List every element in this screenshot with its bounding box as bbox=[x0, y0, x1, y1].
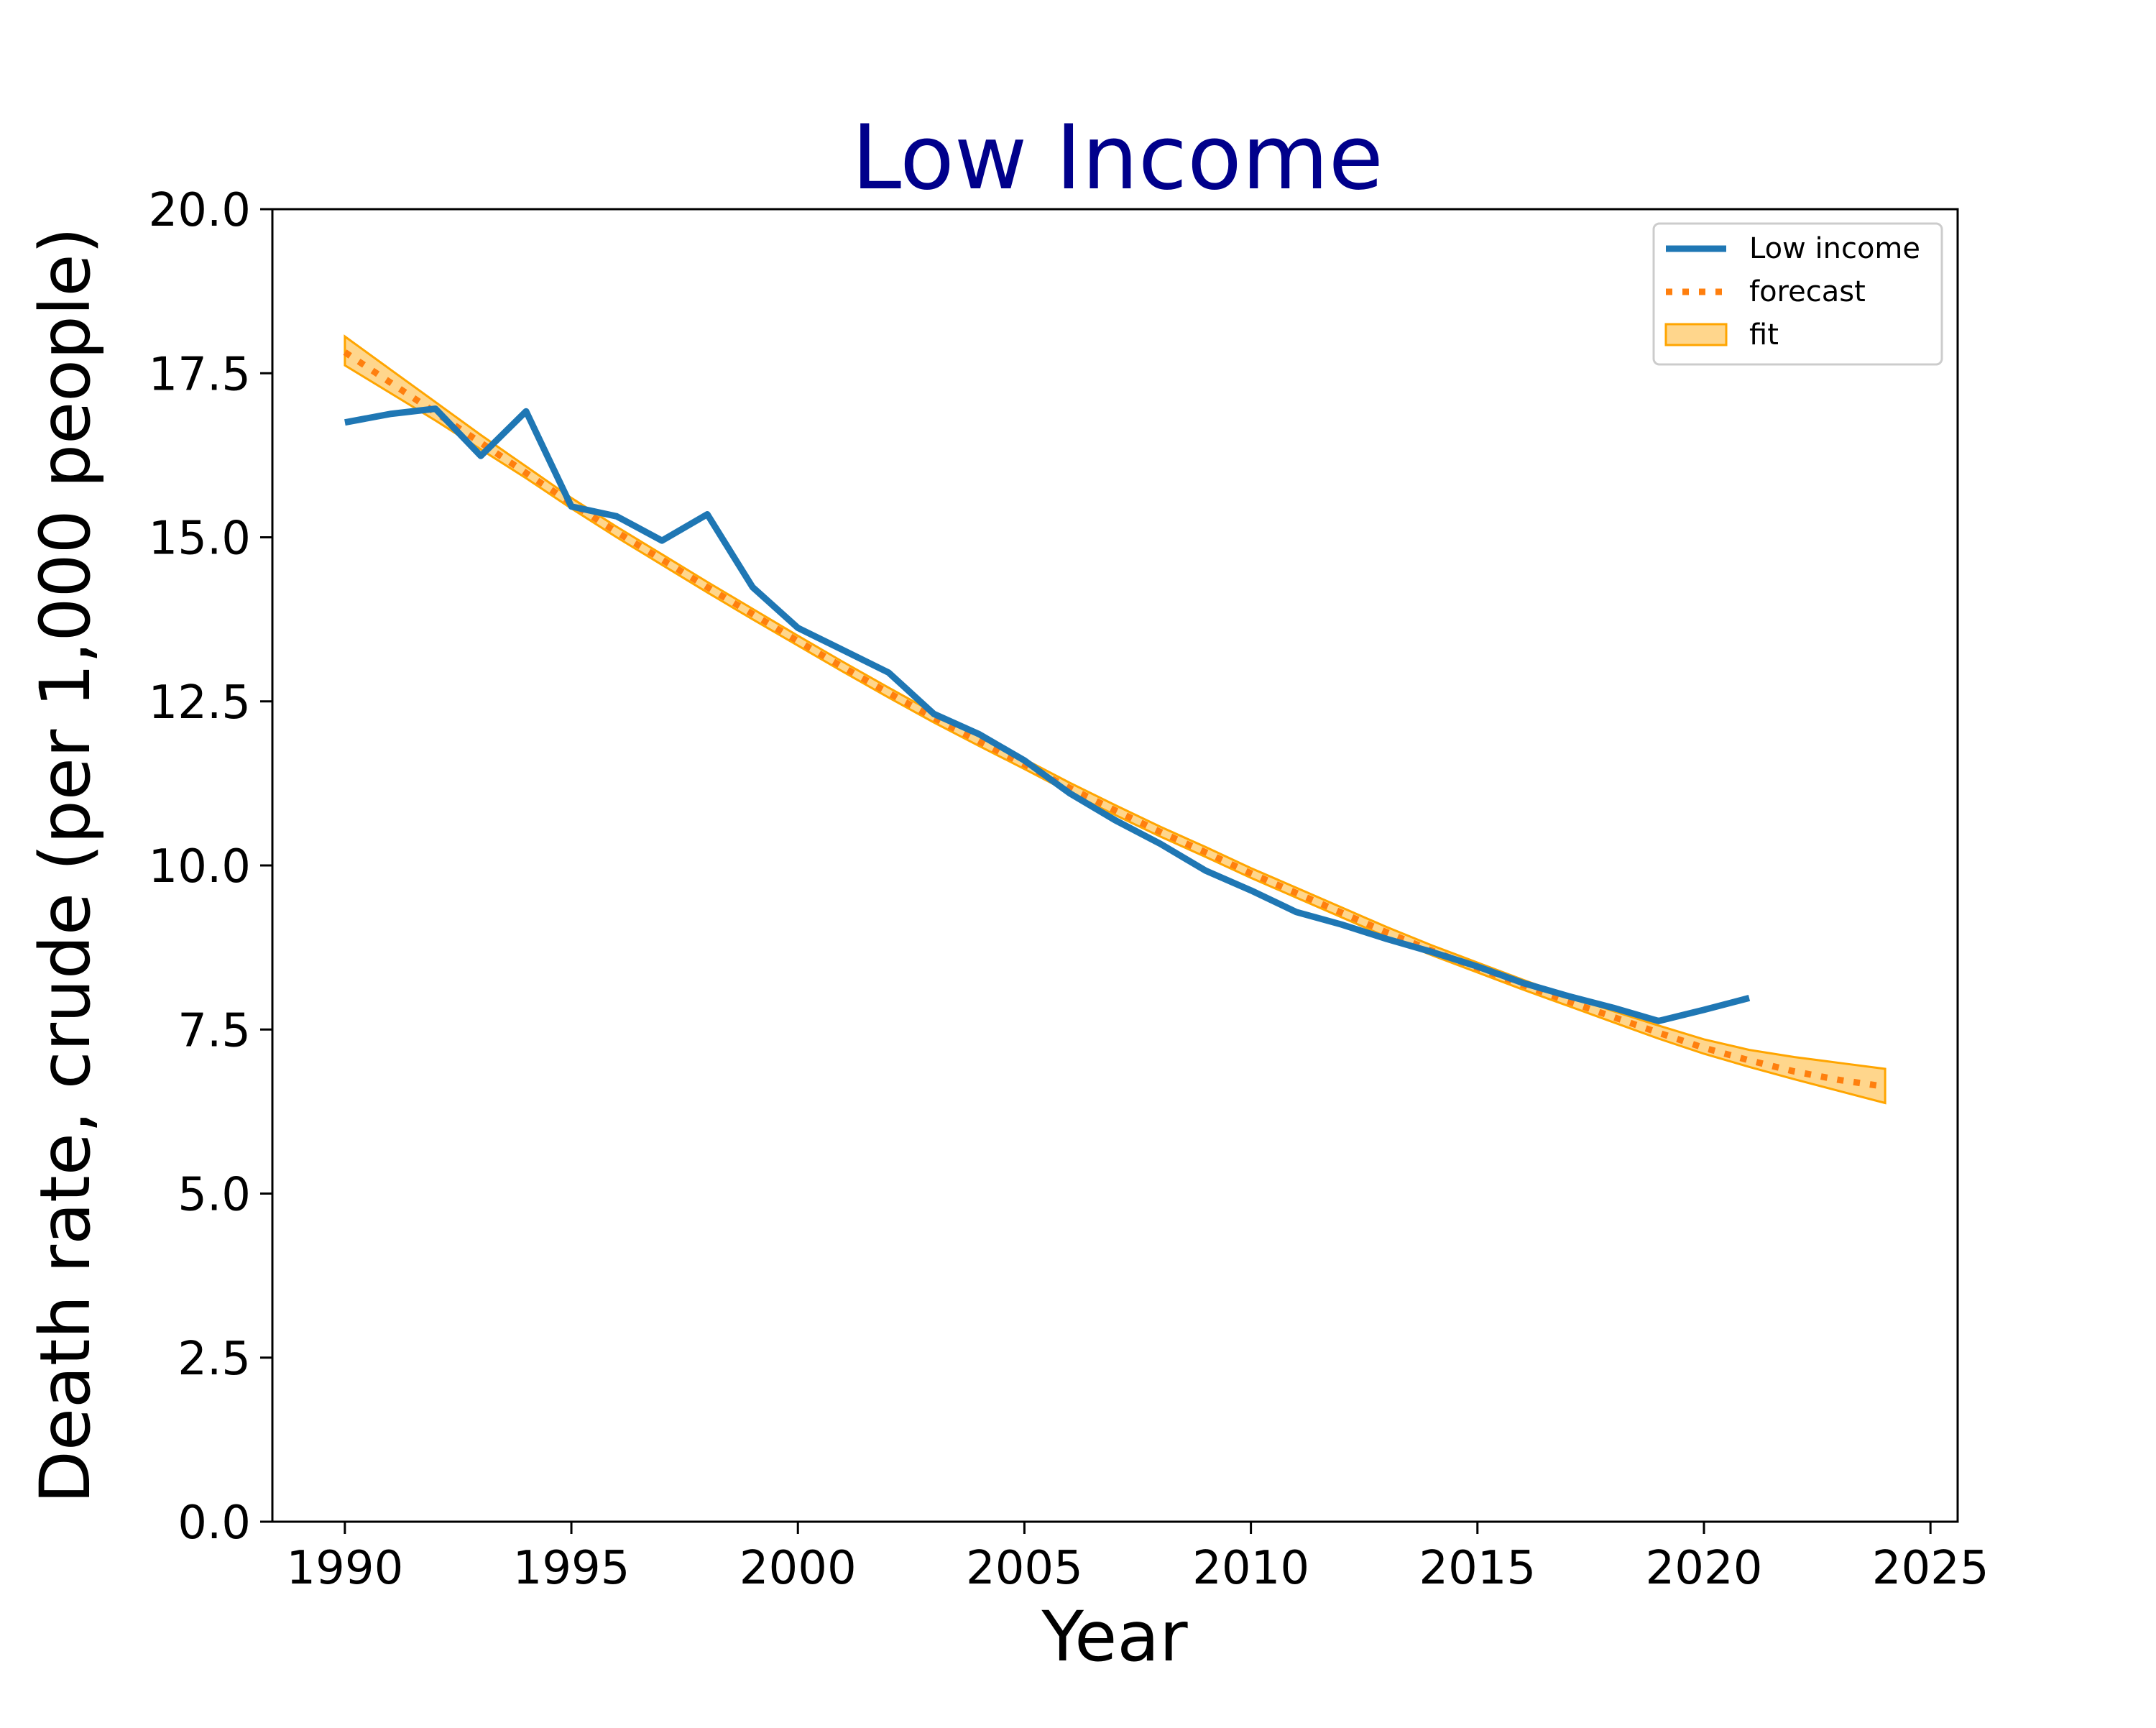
y-tick-label: 5.0 bbox=[178, 1169, 251, 1222]
legend: Low income forecast fit bbox=[1652, 222, 1943, 366]
chart-title: Low Income bbox=[852, 106, 1383, 210]
legend-label-fit: fit bbox=[1749, 318, 1779, 351]
x-tick-label: 2025 bbox=[1872, 1542, 1989, 1595]
x-tick-label: 2020 bbox=[1646, 1542, 1763, 1595]
x-tick-label: 1990 bbox=[286, 1542, 403, 1595]
y-axis: 0.0 2.5 5.0 7.5 10.0 12.5 15.0 17.5 20.0 bbox=[149, 184, 272, 1550]
legend-swatch-fit bbox=[1664, 323, 1728, 346]
fit-band-layer bbox=[344, 334, 1886, 1105]
x-axis: 1990 1995 2000 2005 2010 2015 2020 2025 bbox=[286, 1522, 1989, 1595]
x-tick-label: 2015 bbox=[1419, 1542, 1536, 1595]
y-tick-label: 7.5 bbox=[178, 1004, 251, 1057]
y-tick-label: 12.5 bbox=[149, 676, 252, 730]
y-tick-label: 17.5 bbox=[149, 348, 252, 401]
series-layer bbox=[343, 349, 1886, 1090]
y-axis-label: Death rate, crude (per 1,000 people) bbox=[25, 227, 106, 1504]
y-tick-label: 2.5 bbox=[178, 1333, 251, 1386]
y-tick-label: 15.0 bbox=[149, 513, 252, 566]
forecast-line bbox=[343, 349, 1886, 1090]
y-tick-label: 20.0 bbox=[149, 184, 252, 237]
x-tick-label: 2005 bbox=[966, 1542, 1083, 1595]
y-tick-label: 0.0 bbox=[178, 1497, 251, 1550]
low-income-line bbox=[344, 405, 1751, 1024]
legend-label-forecast: forecast bbox=[1749, 275, 1866, 308]
x-axis-label: Year bbox=[1041, 1596, 1188, 1677]
x-tick-label: 2010 bbox=[1192, 1542, 1309, 1595]
x-tick-label: 2000 bbox=[740, 1542, 857, 1595]
x-tick-label: 1995 bbox=[513, 1542, 630, 1595]
legend-label-low-income: Low income bbox=[1749, 232, 1920, 265]
y-tick-label: 10.0 bbox=[149, 840, 252, 893]
fit-band bbox=[344, 334, 1886, 1105]
